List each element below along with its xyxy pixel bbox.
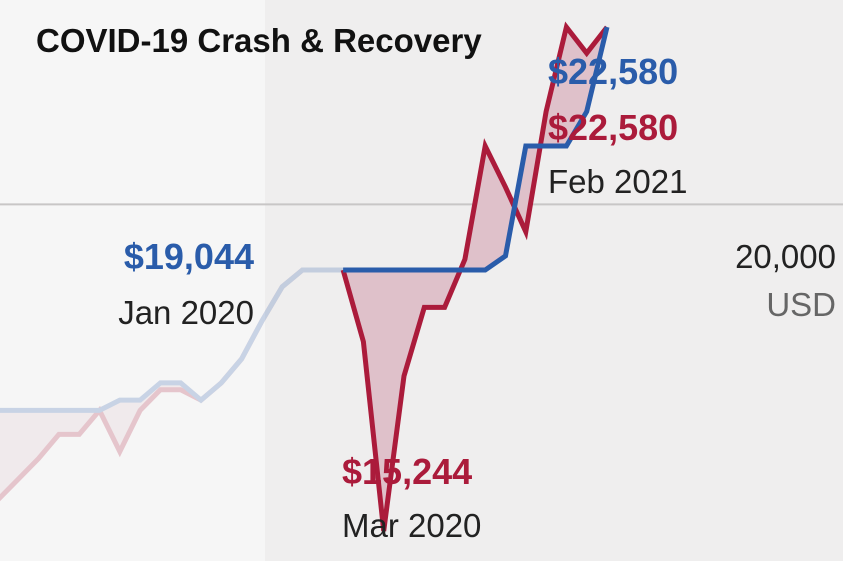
highlight-drawdown-area <box>343 27 607 531</box>
y-axis-unit-label: USD <box>766 286 836 323</box>
trough-value-label: $15,244 <box>342 451 472 492</box>
chart-title: COVID-19 Crash & Recovery <box>36 22 482 59</box>
end-peak-value-label: $22,580 <box>548 51 678 92</box>
highlight-period-series <box>340 21 610 532</box>
pre-period-value-line <box>0 267 344 502</box>
highlight-peak-line <box>343 26 610 273</box>
end-value-label: $22,580 <box>548 107 678 148</box>
pre-period-background <box>0 0 265 561</box>
end-date-label: Feb 2021 <box>548 163 687 200</box>
trough-date-label: Mar 2020 <box>342 507 481 544</box>
start-date-label: Jan 2020 <box>118 294 254 331</box>
pre-period-peak-line <box>0 267 344 413</box>
pre-period-series <box>0 267 344 502</box>
start-value-label: $19,044 <box>124 236 254 277</box>
y-tick-label-20000: 20,000 <box>735 238 836 275</box>
pre-period-drawdown-area <box>0 270 344 498</box>
highlight-value-line <box>340 21 609 532</box>
